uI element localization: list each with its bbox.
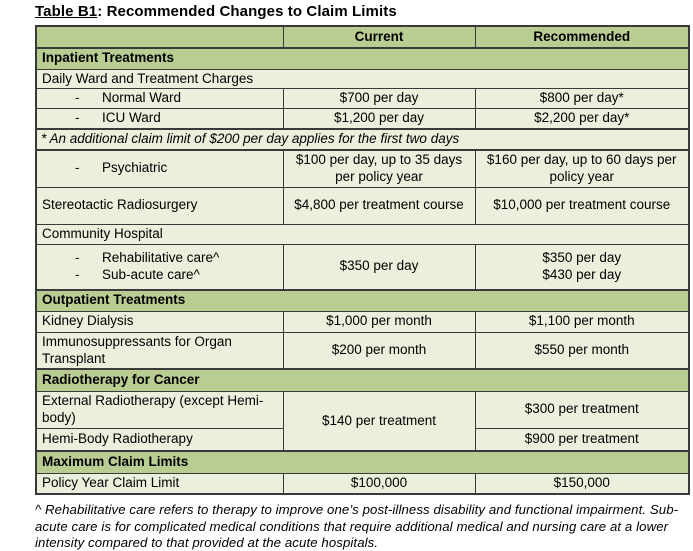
row-label: Psychiatric xyxy=(102,160,168,176)
header-item-cell xyxy=(35,25,284,49)
section-label: Inpatient Treatments xyxy=(35,47,690,70)
row-label-cell: Kidney Dialysis xyxy=(35,310,284,333)
current-value-cell-merged: $140 per treatment xyxy=(282,390,476,452)
current-value-cell: $1,000 per month xyxy=(282,310,476,333)
row-label: Sub-acute care^ xyxy=(102,266,200,282)
row-label-cell: Policy Year Claim Limit xyxy=(35,472,284,495)
list-dash: - xyxy=(75,110,80,126)
list-dash: - xyxy=(75,266,80,282)
table-label: Table B1 xyxy=(35,3,98,20)
asterisk-note: * An additional claim limit of $200 per … xyxy=(35,128,690,151)
table-row: Kidney Dialysis $1,000 per month $1,100 … xyxy=(35,310,690,333)
recommended-value-cell: $150,000 xyxy=(474,472,690,495)
recommended-value-cell: $350 per day $430 per day xyxy=(474,243,690,291)
recommended-value-cell: $160 per day, up to 60 days per policy y… xyxy=(474,149,690,188)
recommended-value-cell: $2,200 per day* xyxy=(474,108,690,130)
subsection-row: Community Hospital xyxy=(35,223,690,245)
page-title: Table B1: Recommended Changes to Claim L… xyxy=(35,3,688,20)
current-value-cell: $200 per month xyxy=(282,331,476,370)
recommended-value-cell: $900 per treatment xyxy=(474,427,690,452)
table-row: - Psychiatric $100 per day, up to 35 days… xyxy=(35,149,690,188)
current-value-cell: $350 per day xyxy=(282,243,476,291)
table-row: Policy Year Claim Limit $100,000 $150,00… xyxy=(35,472,690,495)
table-title-text: : Recommended Changes to Claim Limits xyxy=(97,3,397,20)
recommended-value-line: $350 per day xyxy=(542,250,622,265)
section-header-row: Radiotherapy for Cancer xyxy=(35,368,690,392)
row-label: Normal Ward xyxy=(102,90,182,106)
table-row: - Rehabilitative care^ - Sub-acute care^ $… xyxy=(35,243,690,291)
section-header-row: Maximum Claim Limits xyxy=(35,450,690,474)
header-current-cell: Current xyxy=(282,25,476,49)
subsection-label: Community Hospital xyxy=(35,223,690,245)
recommended-value-cell: $300 per treatment xyxy=(474,390,690,429)
table-row: - ICU Ward $1,200 per day $2,200 per day* xyxy=(35,108,690,130)
row-label: Rehabilitative care^ xyxy=(102,250,220,265)
list-dash: - xyxy=(75,160,80,176)
claim-limits-table: Current Recommended Inpatient Treatments… xyxy=(35,25,690,496)
recommended-value-cell: $550 per month xyxy=(474,331,690,370)
row-label-cell: - Normal Ward xyxy=(35,88,284,110)
recommended-value-line: $430 per day xyxy=(542,266,622,282)
section-label: Outpatient Treatments xyxy=(35,289,690,312)
current-value-cell: $100 per day, up to 35 days per policy y… xyxy=(282,149,476,188)
recommended-value-cell: $800 per day* xyxy=(474,88,690,110)
current-value-cell: $700 per day xyxy=(282,88,476,110)
row-label-cell: Stereotactic Radiosurgery xyxy=(35,186,284,225)
recommended-value-cell: $10,000 per treatment course xyxy=(474,186,690,225)
row-label: ICU Ward xyxy=(102,110,161,126)
subsection-label: Daily Ward and Treatment Charges xyxy=(35,68,690,90)
subsection-row: Daily Ward and Treatment Charges xyxy=(35,68,690,90)
table-row: Hemi-Body Radiotherapy $900 per treatmen… xyxy=(35,427,690,452)
section-header-row: Inpatient Treatments xyxy=(35,47,690,70)
header-recommended-cell: Recommended xyxy=(474,25,690,49)
row-label-cell: - Rehabilitative care^ - Sub-acute care^ xyxy=(35,243,284,291)
table-header-row: Current Recommended xyxy=(35,25,690,49)
table-row: Immunosuppressants for Organ Transplant … xyxy=(35,331,690,370)
row-label-cell: Hemi-Body Radiotherapy xyxy=(35,427,284,452)
row-label-cell: - Psychiatric xyxy=(35,149,284,188)
list-dash: - xyxy=(75,90,80,106)
recommended-value-cell: $1,100 per month xyxy=(474,310,690,333)
section-label: Radiotherapy for Cancer xyxy=(35,368,690,392)
current-value-cell: $100,000 xyxy=(282,472,476,495)
list-dash: - xyxy=(75,250,80,265)
caret-footnote: ^ Rehabilitative care refers to therapy … xyxy=(35,502,679,551)
table-row: External Radiotherapy (except Hemi-body)… xyxy=(35,390,690,452)
section-label: Maximum Claim Limits xyxy=(35,450,690,474)
footnote-row: * An additional claim limit of $200 per … xyxy=(35,128,690,151)
current-value-cell: $4,800 per treatment course xyxy=(282,186,476,225)
section-header-row: Outpatient Treatments xyxy=(35,289,690,312)
current-value-cell: $1,200 per day xyxy=(282,108,476,130)
row-label-cell: - ICU Ward xyxy=(35,108,284,130)
row-label-cell: Immunosuppressants for Organ Transplant xyxy=(35,331,284,370)
table-row: Stereotactic Radiosurgery $4,800 per tre… xyxy=(35,186,690,225)
row-label-cell: External Radiotherapy (except Hemi-body) xyxy=(35,390,284,429)
table-row: - Normal Ward $700 per day $800 per day* xyxy=(35,88,690,110)
